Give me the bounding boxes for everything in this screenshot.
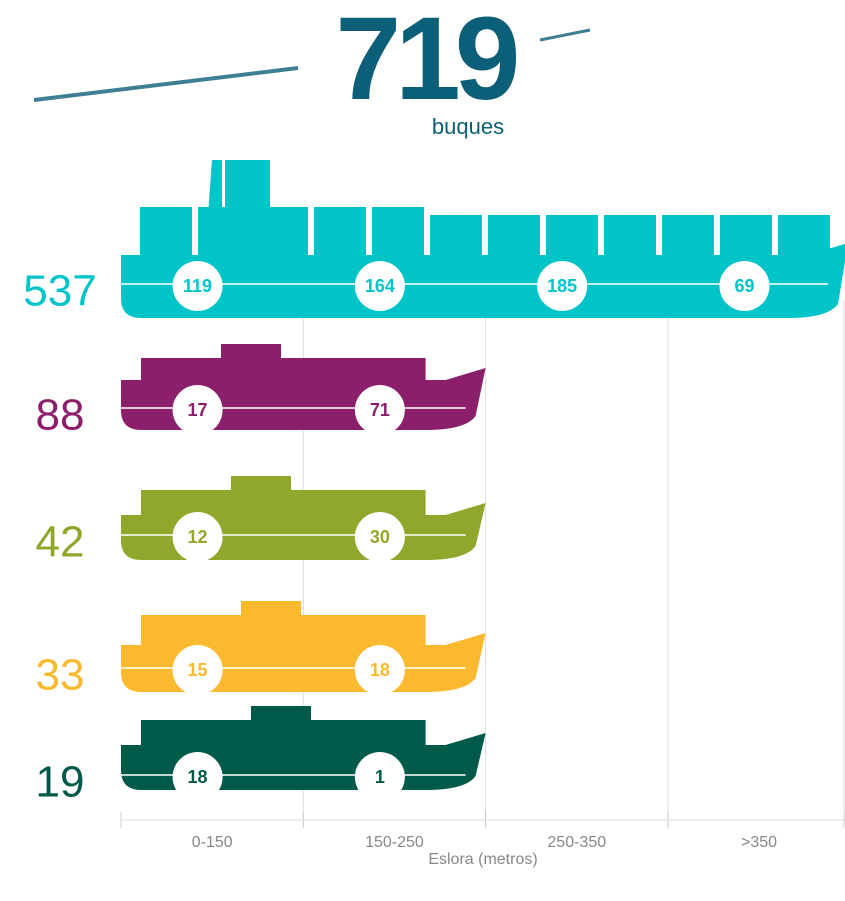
count-label: 12 <box>188 527 208 547</box>
containers <box>430 215 482 255</box>
count-label: 1 <box>375 767 385 787</box>
bridge <box>231 476 291 492</box>
count-label: 71 <box>370 400 390 420</box>
bridge <box>241 601 301 617</box>
count-label: 15 <box>188 660 208 680</box>
containers <box>140 207 192 255</box>
superstructure <box>141 358 426 381</box>
x-tick-label: >350 <box>741 834 777 851</box>
row-total: 33 <box>36 651 85 700</box>
containers <box>372 207 424 255</box>
decor-line <box>34 68 298 100</box>
containers <box>720 215 772 255</box>
chart-subtitle: buques <box>432 114 504 139</box>
count-label: 18 <box>188 767 208 787</box>
superstructure <box>141 490 426 516</box>
count-label: 17 <box>188 400 208 420</box>
chart-title: 719 <box>336 0 517 125</box>
decor-line <box>540 30 590 40</box>
containers <box>604 215 656 255</box>
containers <box>546 215 598 255</box>
bridge <box>251 706 311 722</box>
containers <box>488 215 540 255</box>
containers <box>778 215 830 255</box>
superstructure <box>141 720 426 746</box>
count-label: 30 <box>370 527 390 547</box>
superstructure <box>141 615 426 646</box>
count-label: 164 <box>365 276 395 296</box>
row-total: 19 <box>36 758 85 807</box>
count-label: 119 <box>183 276 212 296</box>
count-label: 185 <box>547 276 577 296</box>
x-axis-label: Eslora (metros) <box>428 851 537 868</box>
bridge <box>225 160 270 260</box>
x-tick-label: 0-150 <box>192 834 233 851</box>
row-total: 537 <box>23 267 96 316</box>
chart: 719 buques Eslora (metros) 0-150 150-250 2… <box>0 0 845 901</box>
containers <box>662 215 714 255</box>
count-label: 69 <box>734 276 754 296</box>
containers <box>314 207 366 255</box>
bridge <box>221 344 281 360</box>
row-total: 88 <box>36 391 85 440</box>
x-tick-label: 150-250 <box>365 834 424 851</box>
x-tick-label: 250-350 <box>547 834 606 851</box>
row-total: 42 <box>36 518 85 567</box>
count-label: 18 <box>370 660 390 680</box>
